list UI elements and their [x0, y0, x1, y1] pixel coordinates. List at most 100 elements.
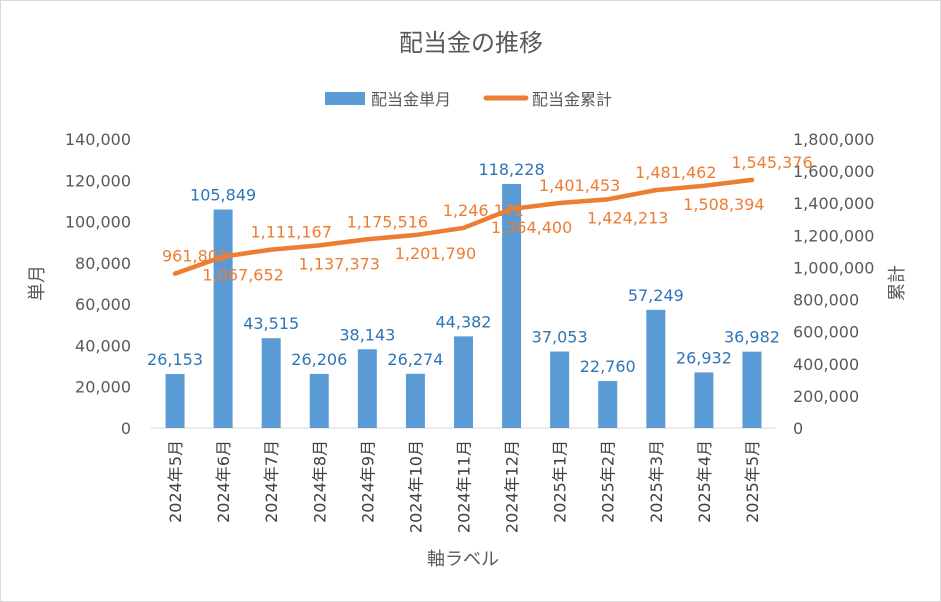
bar-value-label: 44,382 [436, 312, 492, 331]
y-axis-left-ticks: 0 20,000 40,000 60,000 80,000 100,000 120,000 1… [65, 130, 131, 438]
bar-value-label: 43,515 [243, 314, 299, 333]
bar-value-label: 105,849 [190, 185, 256, 204]
line-value-label: 1,246,172 [443, 201, 524, 220]
y-left-tick-label: 140,000 [65, 130, 131, 149]
bar [357, 349, 377, 428]
x-category-label: 2024年12月 [503, 440, 522, 533]
line-value-label: 1,401,453 [539, 176, 620, 195]
line-value-label: 1,545,376 [731, 153, 812, 172]
line-value-label: 1,137,373 [299, 254, 380, 273]
line-value-label: 1,508,394 [683, 195, 764, 214]
x-category-label: 2025年5月 [743, 440, 762, 523]
bar [694, 372, 714, 428]
x-category-label: 2025年1月 [551, 440, 570, 523]
line-value-label: 1,201,790 [395, 244, 476, 263]
y-left-tick-label: 80,000 [75, 254, 131, 273]
x-category-label: 2024年7月 [262, 440, 281, 523]
line-point [559, 202, 561, 204]
line-point [607, 198, 609, 200]
chart-title: 配当金の推移 [399, 29, 543, 57]
bar [454, 336, 473, 428]
y-axis-left-title: 単月 [27, 265, 48, 301]
bar-data-labels: 26,153 105,849 43,515 26,206 38,143 26,274 44,… [147, 160, 780, 376]
y-right-tick-label: 800,000 [793, 291, 859, 310]
y-axis-right-title: 累計 [887, 265, 908, 301]
line-point [463, 227, 464, 229]
x-category-label: 2024年6月 [214, 440, 233, 523]
line-value-label: 1,111,167 [250, 223, 331, 242]
line-point [703, 185, 705, 187]
bar [598, 381, 618, 428]
line-value-label: 1,481,462 [635, 163, 716, 182]
line-value-label: 961,803 [162, 247, 228, 266]
y-right-tick-label: 400,000 [793, 355, 859, 374]
y-left-tick-label: 120,000 [65, 171, 131, 190]
bar-value-label: 57,249 [628, 286, 684, 305]
line-value-label: 1,067,652 [202, 266, 283, 285]
bar-value-label: 26,153 [147, 350, 203, 369]
bar [309, 373, 329, 428]
bar [742, 351, 762, 428]
line-point [270, 249, 272, 251]
bar-series [165, 183, 762, 428]
y-left-tick-label: 60,000 [75, 295, 131, 314]
y-left-tick-label: 20,000 [75, 378, 131, 397]
line-value-label: 1,175,516 [347, 212, 428, 231]
line-series [172, 177, 755, 276]
bar [550, 351, 570, 428]
bar [213, 209, 233, 428]
y-right-tick-label: 1,600,000 [793, 162, 874, 181]
legend-line-label: 配当金累計 [532, 90, 612, 109]
line-point [222, 256, 224, 258]
y-left-tick-label: 100,000 [65, 213, 131, 232]
y-right-tick-label: 1,200,000 [793, 226, 874, 245]
y-axis-right-ticks: 0 200,000 400,000 600,000 800,000 1,000,000 1,… [793, 130, 874, 438]
x-category-label: 2025年4月 [695, 440, 714, 523]
line-point [511, 208, 513, 210]
bar-value-label: 38,143 [339, 325, 395, 344]
line-point [751, 179, 753, 181]
bar [646, 309, 666, 428]
x-category-label: 2025年2月 [599, 440, 618, 523]
bar [261, 338, 281, 428]
bar-value-label: 26,932 [676, 348, 732, 367]
y-left-tick-label: 40,000 [75, 336, 131, 355]
y-right-tick-label: 1,400,000 [793, 194, 874, 213]
x-category-label: 2024年11月 [455, 440, 474, 533]
bar-value-label: 22,760 [580, 357, 636, 376]
y-right-tick-label: 1,000,000 [793, 258, 874, 277]
y-right-tick-label: 1,800,000 [793, 130, 874, 149]
y-left-tick-label: 0 [121, 419, 131, 438]
y-right-tick-label: 600,000 [793, 323, 859, 342]
line-point [414, 234, 416, 236]
bar-value-label: 37,053 [532, 328, 588, 347]
x-category-label: 2024年10月 [406, 440, 425, 533]
y-right-tick-label: 0 [793, 419, 803, 438]
y-right-tick-label: 200,000 [793, 387, 859, 406]
x-category-label: 2024年8月 [310, 440, 329, 523]
x-axis-title: 軸ラベル [427, 549, 499, 570]
bar-value-label: 36,982 [724, 328, 780, 347]
legend: 配当金単月 配当金累計 [325, 90, 612, 109]
bar-value-label: 26,206 [291, 350, 347, 369]
line-value-label: 1,364,400 [491, 218, 572, 237]
line-point [366, 238, 368, 240]
bar [165, 374, 185, 428]
line-value-label: 1,424,213 [587, 208, 668, 227]
x-axis-category-labels: 2024年5月 2024年6月 2024年7月 2024年8月 2024年9月 2024年… [166, 440, 762, 533]
line-point [655, 189, 657, 191]
legend-bar-label: 配当金単月 [371, 90, 451, 109]
x-category-label: 2025年3月 [647, 440, 666, 523]
bar [405, 373, 425, 428]
bar [502, 183, 522, 428]
x-category-label: 2024年9月 [358, 440, 377, 523]
bar-value-label: 118,228 [478, 160, 544, 179]
bar-value-label: 26,274 [387, 350, 443, 369]
x-category-label: 2024年5月 [166, 440, 185, 523]
line-point [174, 273, 176, 275]
line-point [318, 244, 320, 246]
legend-bar-swatch [325, 92, 365, 105]
